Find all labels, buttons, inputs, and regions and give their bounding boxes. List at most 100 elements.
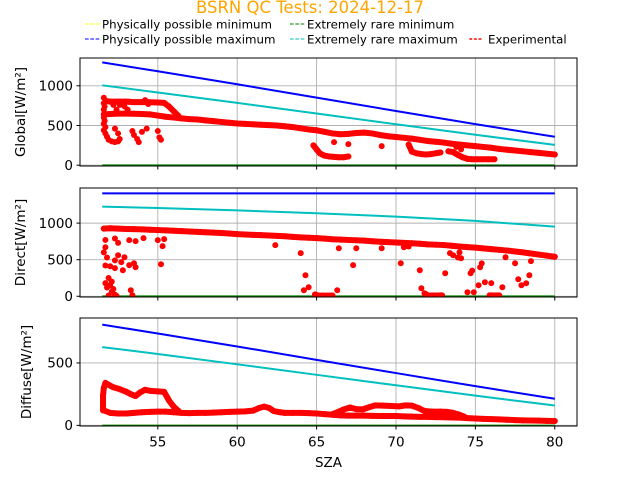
- experimental-point: [475, 282, 482, 289]
- experimental-point: [340, 406, 347, 413]
- experimental-point: [396, 403, 403, 410]
- experimental-point: [186, 410, 193, 417]
- experimental-point: [437, 149, 444, 156]
- experimental-point: [459, 154, 466, 161]
- experimental-point: [130, 226, 137, 233]
- experimental-point: [518, 282, 525, 289]
- experimental-point: [413, 150, 420, 157]
- experimental-point: [535, 251, 542, 258]
- experimental-point: [126, 98, 133, 105]
- experimental-point: [126, 262, 133, 269]
- y-tick-label: 0: [64, 418, 73, 434]
- experimental-point: [464, 142, 471, 149]
- experimental-point: [345, 153, 352, 160]
- experimental-point: [512, 260, 519, 267]
- experimental-series: [100, 94, 558, 163]
- experimental-point: [496, 246, 503, 253]
- experimental-point: [186, 116, 193, 123]
- experimental-point: [100, 225, 107, 232]
- experimental-point: [512, 417, 519, 424]
- experimental-point: [427, 151, 434, 158]
- experimental-point: [469, 156, 476, 163]
- experimental-point: [361, 412, 368, 419]
- experimental-point: [103, 254, 110, 261]
- experimental-point: [353, 130, 360, 137]
- experimental-point: [115, 225, 122, 232]
- experimental-point: [273, 232, 280, 239]
- experimental-point: [416, 413, 423, 420]
- experimental-point: [161, 99, 168, 106]
- experimental-point: [423, 151, 430, 158]
- experimental-point: [392, 413, 399, 420]
- experimental-point: [107, 110, 114, 117]
- experimental-point: [250, 407, 257, 414]
- experimental-point: [551, 418, 558, 425]
- experimental-point: [512, 248, 519, 255]
- experimental-point: [335, 154, 342, 161]
- experimental-point: [385, 413, 392, 420]
- experimental-point: [305, 284, 312, 291]
- experimental-point: [289, 124, 296, 131]
- y-tick-label: 0: [64, 158, 73, 174]
- x-axis-label: SZA: [315, 455, 343, 471]
- y-tick-label: 0: [64, 289, 73, 305]
- experimental-point: [165, 103, 172, 110]
- experimental-point: [453, 143, 460, 150]
- experimental-point: [113, 292, 120, 297]
- experimental-point: [218, 409, 225, 416]
- experimental-point: [385, 239, 392, 246]
- experimental-point: [113, 106, 120, 113]
- experimental-point: [127, 287, 134, 294]
- experimental-point: [445, 148, 452, 155]
- experimental-point: [159, 243, 166, 250]
- experimental-point: [392, 134, 399, 141]
- x-tick-label: 70: [387, 435, 404, 451]
- experimental-point: [313, 127, 320, 134]
- y-tick-label: 1000: [39, 216, 73, 232]
- experimental-point: [154, 388, 161, 395]
- experimental-point: [397, 260, 404, 267]
- experimental-point: [313, 235, 320, 242]
- experimental-point: [234, 408, 241, 415]
- experimental-point: [472, 244, 479, 251]
- experimental-point: [478, 156, 485, 163]
- panel-direct: 0 500 1000 Direct[W/m²]: [13, 187, 578, 305]
- panel-diffuse: 0 500 55 60 65 70 75 80 SZA Diffuse[W/m²]: [19, 317, 578, 471]
- experimental-point: [242, 231, 249, 238]
- experimental-point: [527, 250, 534, 257]
- experimental-point: [535, 149, 542, 156]
- experimental-point: [488, 246, 495, 253]
- experimental-point: [175, 408, 182, 415]
- experimental-point: [272, 242, 279, 249]
- experimental-point: [111, 257, 118, 264]
- experimental-point: [175, 112, 182, 119]
- experimental-point: [334, 287, 341, 294]
- experimental-point: [130, 409, 137, 416]
- experimental-point: [107, 225, 114, 232]
- experimental-point: [110, 101, 117, 108]
- experimental-point: [162, 227, 169, 234]
- experimental-point: [416, 267, 423, 274]
- experimental-point: [116, 386, 123, 393]
- experimental-point: [515, 276, 522, 283]
- legend-label: Experimental: [488, 33, 567, 47]
- experimental-point: [469, 267, 476, 274]
- legend-label: Extremely rare minimum: [307, 18, 454, 32]
- experimental-point: [297, 250, 304, 257]
- experimental-point: [142, 386, 149, 393]
- experimental-point: [154, 128, 161, 135]
- experimental-point: [186, 228, 193, 235]
- panel-global: 0 500 1000 Global[W/m²]: [13, 57, 578, 174]
- experimental-point: [156, 134, 163, 141]
- experimental-point: [321, 235, 328, 242]
- experimental-point: [281, 409, 288, 416]
- experimental-point: [496, 145, 503, 152]
- experimental-point: [154, 237, 161, 244]
- experimental-point: [111, 265, 118, 272]
- experimental-point: [170, 403, 177, 410]
- experimental-point: [416, 136, 423, 143]
- experimental-point: [402, 402, 409, 409]
- experimental-point: [448, 414, 455, 421]
- y-tick-label: 1000: [39, 79, 73, 95]
- limit-line-er-max: [102, 84, 555, 146]
